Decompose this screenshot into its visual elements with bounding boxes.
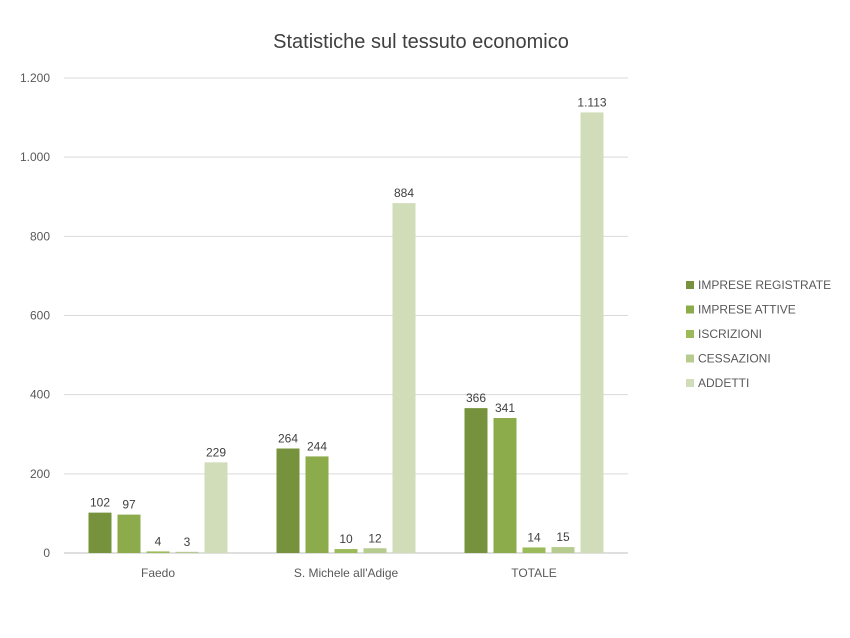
data-label: 14 [527,530,541,544]
bar [551,547,575,553]
bar [464,408,488,553]
bar [88,512,112,553]
bar [175,551,199,553]
y-tick-label: 1.000 [20,150,50,164]
legend-swatch [686,330,694,338]
data-label: 97 [122,498,136,512]
legend-swatch [686,379,694,387]
data-label: 244 [307,439,327,453]
y-tick-label: 1.200 [20,71,50,85]
bar [276,448,300,553]
x-category-label: S. Michele all'Adige [294,566,399,580]
data-label: 3 [184,535,191,549]
bar [204,462,228,553]
data-label: 1.113 [577,95,606,109]
y-tick-label: 600 [30,309,50,323]
legend-label: ISCRIZIONI [698,327,762,341]
bar [522,547,546,553]
y-tick-label: 400 [30,388,50,402]
data-label: 366 [466,391,486,405]
bar [146,551,170,553]
data-label: 4 [155,534,162,548]
bar [305,456,329,553]
legend-label: IMPRESE ATTIVE [698,303,796,317]
y-tick-label: 200 [30,467,50,481]
bar [334,549,358,553]
y-axis-ticks: 0 200 400 600 800 1.000 1.200 [20,71,50,560]
bar [493,418,517,553]
data-label: 12 [368,531,382,545]
data-label: 341 [495,401,515,415]
legend-label: IMPRESE REGISTRATE [698,278,831,292]
data-label: 15 [556,530,570,544]
bars [88,112,604,554]
gridlines [64,77,628,554]
legend-swatch [686,354,694,363]
legend-swatch [686,281,694,289]
x-category-label: TOTALE [511,566,557,580]
legend: IMPRESE REGISTRATE IMPRESE ATTIVE ISCRIZIO… [686,278,831,390]
data-labels: 102 97 4 3 229 264 244 10 12 884 366 341 14 15 1.113 [90,95,607,548]
data-label: 264 [278,432,298,446]
legend-label: CESSAZIONI [698,352,771,366]
data-label: 102 [90,496,110,510]
data-label: 229 [206,445,226,459]
data-label: 884 [394,186,414,200]
x-axis-categories: Faedo S. Michele all'Adige TOTALE [141,566,557,580]
y-tick-label: 800 [30,229,50,243]
data-label: 10 [339,532,353,546]
bar [580,112,604,553]
bar [392,203,416,554]
bar [363,548,387,553]
bar [117,514,141,553]
x-category-label: Faedo [141,566,175,580]
y-tick-label: 0 [43,546,50,560]
legend-label: ADDETTI [698,376,749,390]
chart-title: Statistiche sul tessuto economico [273,31,569,53]
legend-swatch [686,305,694,314]
